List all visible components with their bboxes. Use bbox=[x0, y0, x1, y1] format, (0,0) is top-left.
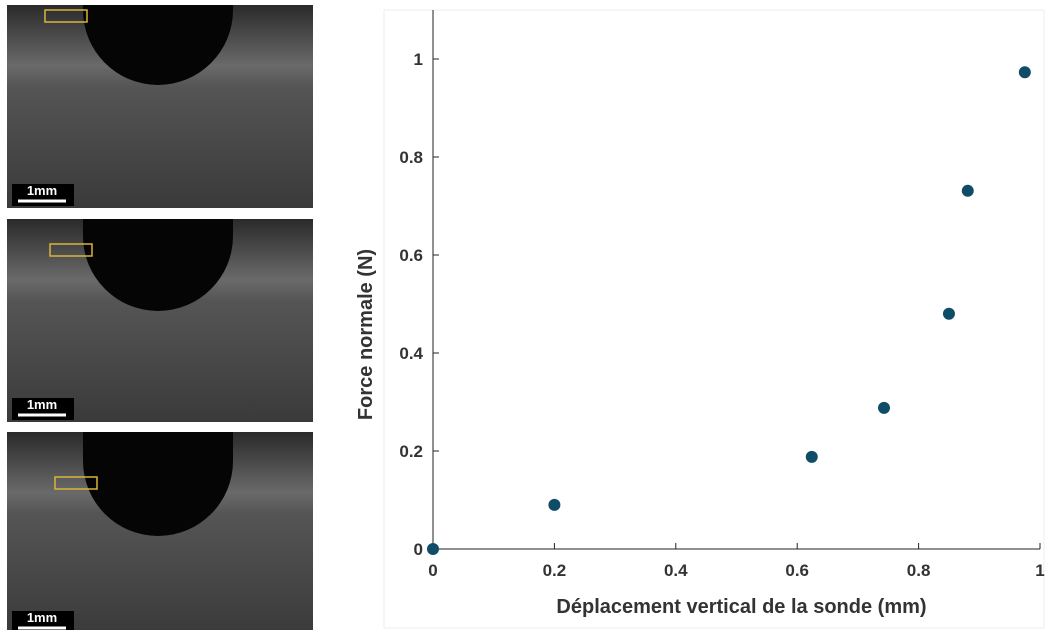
point bbox=[942, 307, 955, 320]
y-tick-label: 1 bbox=[414, 50, 423, 69]
chart-frame bbox=[383, 9, 1045, 629]
point bbox=[427, 543, 439, 555]
x-tick-label: 0.8 bbox=[907, 561, 931, 580]
image-panel: 1mm bbox=[7, 5, 313, 208]
y-tick-label: 0 bbox=[414, 540, 423, 559]
scale-label: 1mm bbox=[27, 183, 57, 198]
point bbox=[548, 498, 561, 511]
x-tick-label: 0 bbox=[428, 561, 437, 580]
roi-box bbox=[44, 9, 88, 23]
probe bbox=[83, 236, 233, 311]
y-tick-label: 0.2 bbox=[399, 442, 423, 461]
probe bbox=[83, 10, 233, 85]
probe bbox=[83, 461, 233, 536]
scale-label: 1mm bbox=[27, 397, 57, 412]
probe-top bbox=[83, 219, 233, 236]
image-panel: 1mm bbox=[7, 219, 313, 422]
y-axis-label: Force normale (N) bbox=[355, 249, 377, 420]
roi-box bbox=[49, 243, 93, 257]
x-tick-label: 1 bbox=[1035, 561, 1044, 580]
y-tick-label: 0.8 bbox=[399, 148, 423, 167]
roi-box bbox=[54, 476, 98, 490]
scale-label: 1mm bbox=[27, 610, 57, 625]
chart: 0 0.2 0.4 0.6 0.8 1 0 0.2 0.4 0.6 0.8 1 Déplacement … bbox=[355, 10, 1045, 618]
point bbox=[961, 184, 974, 197]
image-panel: 1mm bbox=[7, 432, 313, 635]
probe-top bbox=[83, 5, 233, 10]
point bbox=[1018, 66, 1031, 79]
x-tick-label: 0.4 bbox=[664, 561, 688, 580]
probe-top bbox=[83, 432, 233, 461]
x-tick-label: 0.2 bbox=[543, 561, 567, 580]
y-tick-label: 0.4 bbox=[399, 344, 423, 363]
x-axis-label: Déplacement vertical de la sonde (mm) bbox=[556, 596, 926, 618]
point bbox=[805, 450, 818, 463]
point bbox=[878, 401, 891, 414]
image-panels: 1mm 1mm 1mm bbox=[7, 5, 313, 635]
x-tick-label: 0.6 bbox=[785, 561, 809, 580]
y-tick-label: 0.6 bbox=[399, 246, 423, 265]
